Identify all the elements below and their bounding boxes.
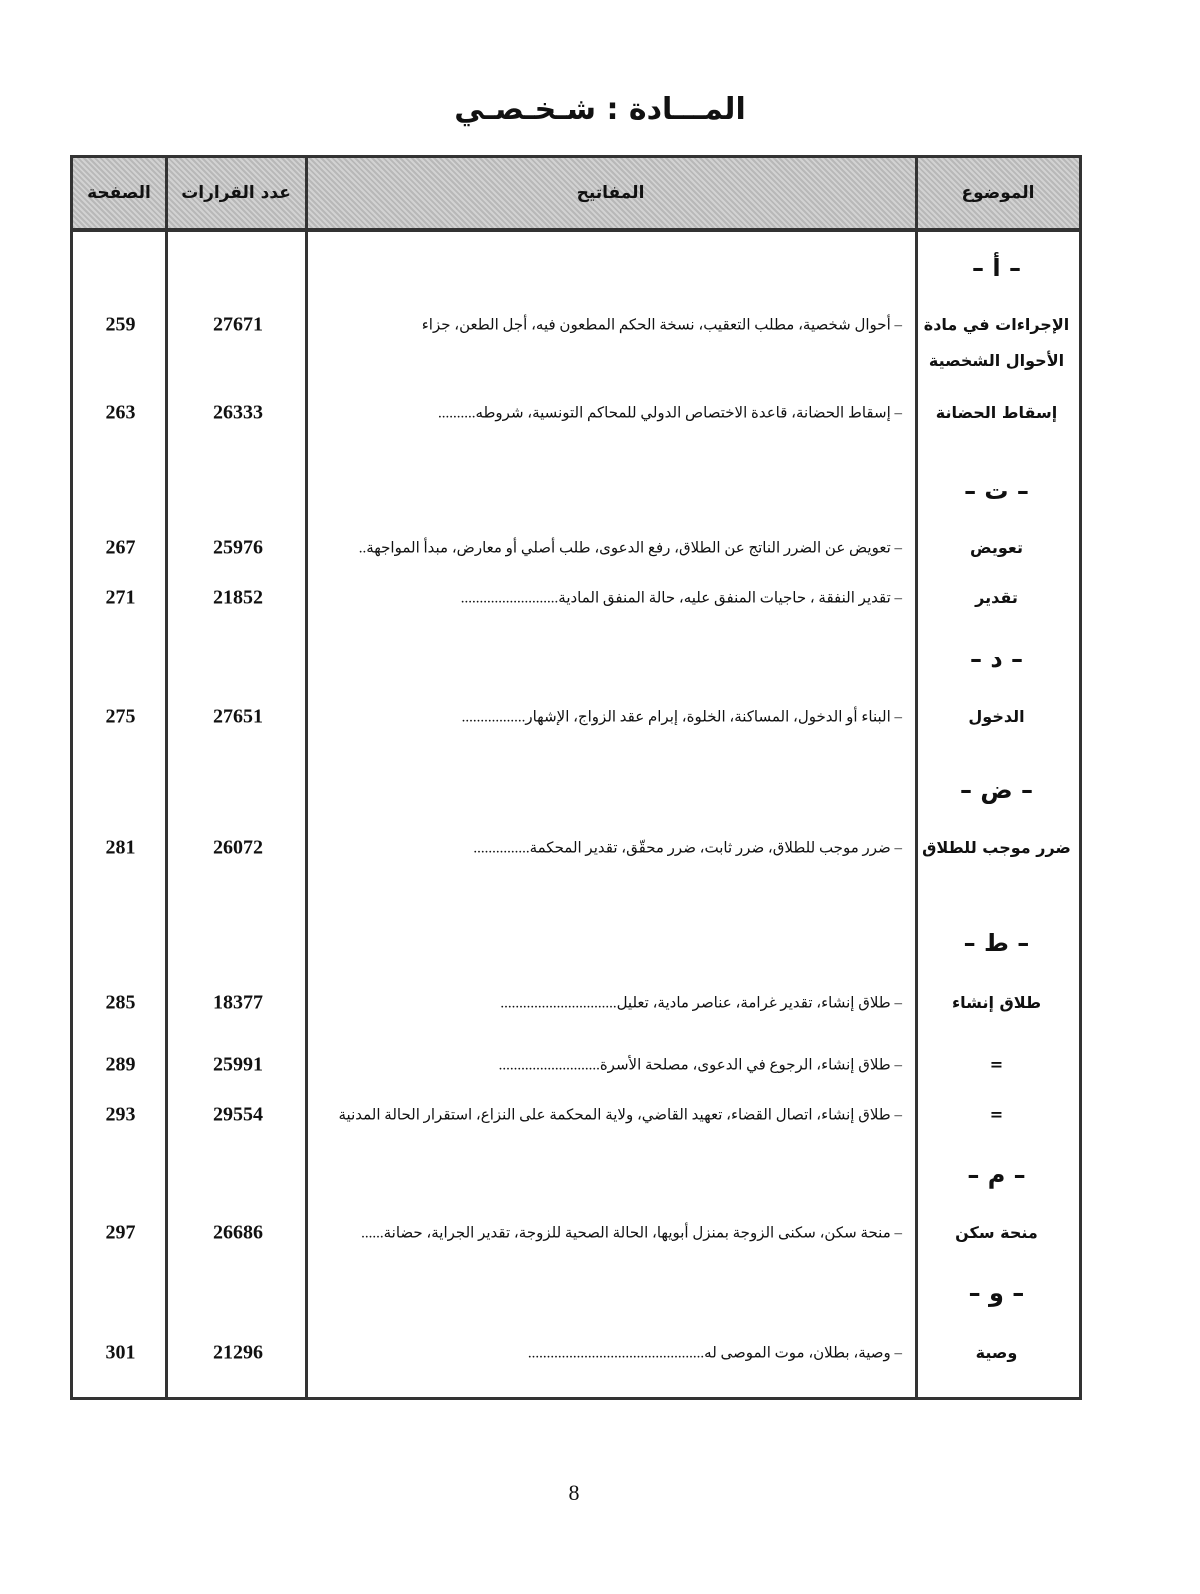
section-letter: – ض – bbox=[960, 776, 1033, 804]
keywords-cell: – طلاق إنشاء، اتصال القضاء، تعهيد القاضي… bbox=[338, 1107, 902, 1124]
count-cell: 26333 bbox=[213, 401, 263, 424]
count-cell: 25976 bbox=[213, 536, 263, 559]
count-cell: 27671 bbox=[213, 313, 263, 336]
subject-cell: إسقاط الحضانة bbox=[935, 403, 1058, 422]
count-cell: 26072 bbox=[213, 836, 263, 859]
count-cell: 29554 bbox=[213, 1103, 263, 1126]
keywords-cell: – تعويض عن الضرر الناتج عن الطلاق، رفع ا… bbox=[358, 540, 902, 557]
keywords-cell: – أحوال شخصية، مطلب التعقيب، نسخة الحكم … bbox=[421, 317, 902, 334]
subject-cell: = bbox=[989, 1055, 1004, 1074]
page-cell: 271 bbox=[105, 586, 136, 609]
subject-cell: = bbox=[989, 1105, 1004, 1124]
page-cell: 275 bbox=[105, 705, 136, 728]
keywords-cell: – منحة سكن، سكنى الزوجة بمنزل أبويها، ال… bbox=[361, 1225, 902, 1242]
keywords-cell: – إسقاط الحضانة، قاعدة الاختصاص الدولي ل… bbox=[437, 405, 902, 422]
page-cell: 267 bbox=[105, 536, 136, 559]
keywords-cell: – وصية، بطلان، موت الموصى له............… bbox=[527, 1345, 902, 1362]
count-cell: 21296 bbox=[213, 1341, 263, 1364]
header-count: عدد القرارات bbox=[181, 183, 291, 203]
subject-cell: تقدير bbox=[975, 588, 1018, 607]
page-cell: 263 bbox=[105, 401, 136, 424]
header-subject: الموضوع bbox=[961, 183, 1035, 203]
page-cell: 289 bbox=[105, 1053, 136, 1076]
keywords-cell: – طلاق إنشاء، الرجوع في الدعوى، مصلحة ال… bbox=[498, 1057, 902, 1074]
section-letter: – د – bbox=[969, 645, 1024, 673]
subject-cell: ضرر موجب للطلاق bbox=[922, 838, 1071, 857]
table-header: الصفحة عدد القرارات المفاتيح الموضوع bbox=[73, 158, 1079, 232]
count-cell: 27651 bbox=[213, 705, 263, 728]
page-cell: 281 bbox=[105, 836, 136, 859]
subject-cell: طلاق إنشاء bbox=[951, 993, 1042, 1012]
page-title: المـــادة : شـخـصـي bbox=[454, 92, 746, 127]
count-cell: 18377 bbox=[213, 991, 263, 1014]
column-divider bbox=[165, 158, 168, 1397]
count-cell: 26686 bbox=[213, 1221, 263, 1244]
keywords-cell: – طلاق إنشاء، تقدير غرامة، عناصر مادية، … bbox=[500, 995, 902, 1012]
subject-cell: وصية bbox=[975, 1343, 1018, 1362]
section-letter: – ت – bbox=[964, 477, 1029, 505]
page-cell: 293 bbox=[105, 1103, 136, 1126]
subject-cell: تعويض bbox=[970, 538, 1023, 557]
page-cell: 259 bbox=[105, 313, 136, 336]
keywords-cell: – البناء أو الدخول، المساكنة، الخلوة، إب… bbox=[461, 709, 902, 726]
page-cell: 297 bbox=[105, 1221, 136, 1244]
index-table: الصفحة عدد القرارات المفاتيح الموضوع – أ… bbox=[70, 155, 1082, 1400]
keywords-cell: – ضرر موجب للطلاق، ضرر ثابت، ضرر محقّق، … bbox=[473, 840, 902, 857]
section-letter: – أ – bbox=[972, 254, 1021, 282]
subject-cell: منحة سكن bbox=[955, 1223, 1038, 1242]
header-page: الصفحة bbox=[87, 183, 151, 203]
header-keywords: المفاتيح bbox=[576, 183, 645, 203]
column-divider bbox=[915, 158, 918, 1397]
section-letter: – و – bbox=[968, 1279, 1025, 1307]
column-divider bbox=[305, 158, 308, 1397]
count-cell: 21852 bbox=[213, 586, 263, 609]
subject-cell: الإجراءات في مادة الأحوال الشخصية bbox=[923, 315, 1070, 370]
section-letter: – ط – bbox=[963, 929, 1030, 957]
section-letter: – م – bbox=[967, 1161, 1026, 1189]
page-cell: 285 bbox=[105, 991, 136, 1014]
keywords-cell: – تقدير النفقة ، حاجيات المنفق عليه، حال… bbox=[460, 590, 902, 607]
page-number: 8 bbox=[568, 1480, 580, 1505]
page-cell: 301 bbox=[105, 1341, 136, 1364]
subject-cell: الدخول bbox=[968, 707, 1025, 726]
count-cell: 25991 bbox=[213, 1053, 263, 1076]
